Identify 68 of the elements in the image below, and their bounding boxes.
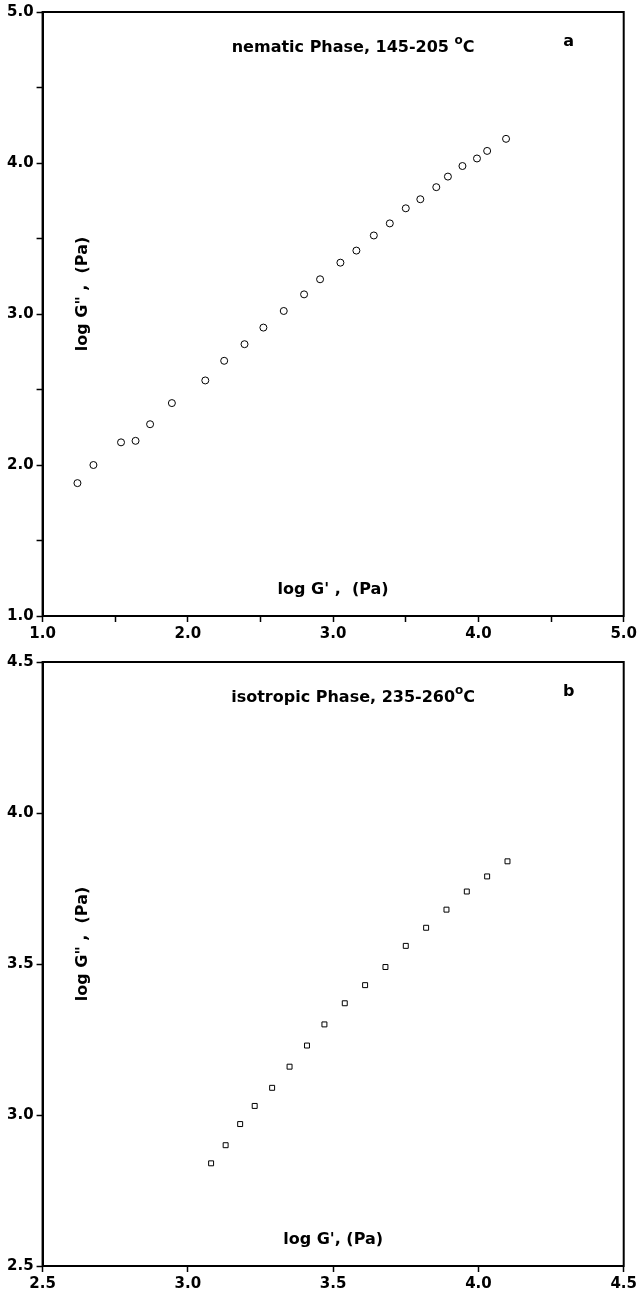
x-tick-label: 3.5: [319, 1273, 347, 1292]
point: [443, 906, 450, 913]
x-tick-label: 4.0: [465, 1273, 492, 1292]
point: [432, 183, 441, 192]
point: [463, 888, 470, 895]
x-tick-label: 3.0: [319, 623, 347, 642]
point: [443, 172, 452, 181]
point: [402, 942, 409, 949]
point: [259, 323, 268, 332]
point: [352, 246, 361, 255]
x-tick-label: 5.0: [610, 623, 637, 642]
point: [321, 1021, 328, 1028]
x-tick-label: 4.0: [465, 623, 492, 642]
point: [401, 204, 410, 213]
point: [504, 858, 511, 865]
y-tick-label: 3.5: [6, 953, 34, 972]
x-axis-title: log G' , (Pa): [277, 579, 389, 599]
y-tick-label: 4.0: [6, 802, 34, 821]
point: [251, 1102, 258, 1109]
point: [483, 146, 492, 155]
y-tick-label: 4.5: [6, 651, 34, 670]
point: [385, 219, 394, 228]
y-tick-label: 3.0: [6, 303, 34, 322]
point: [484, 873, 491, 880]
y-tick-label: 2.0: [6, 454, 34, 473]
point: [117, 438, 126, 447]
point: [458, 162, 467, 171]
point: [341, 1000, 348, 1007]
point: [237, 1121, 244, 1128]
point: [423, 924, 430, 931]
x-tick-label: 2.0: [174, 623, 202, 642]
point: [73, 479, 82, 488]
y-tick-label: 5.0: [6, 1, 34, 20]
point: [472, 154, 481, 163]
y-tick-label: 4.0: [6, 152, 34, 171]
y-axis-title: log G" , (Pa): [71, 886, 91, 1002]
point: [208, 1160, 215, 1167]
annotation: a: [563, 31, 575, 51]
point: [369, 231, 378, 240]
x-axis-title: log G', (Pa): [283, 1229, 384, 1249]
point: [167, 399, 176, 408]
point: [362, 982, 369, 989]
point: [89, 461, 98, 469]
point: [220, 356, 229, 365]
x-tick-label: 3.0: [174, 1273, 202, 1292]
point: [416, 195, 425, 204]
y-tick-label: 3.0: [6, 1104, 34, 1123]
point: [502, 134, 511, 143]
point: [286, 1063, 293, 1070]
annotation: b: [562, 681, 575, 701]
point: [146, 420, 155, 429]
point: [304, 1042, 310, 1049]
point: [240, 340, 249, 349]
point: [131, 436, 140, 445]
point: [382, 964, 389, 970]
point: [316, 275, 325, 284]
x-tick-label: 2.5: [29, 1273, 56, 1292]
y-tick-label: 2.5: [6, 1255, 34, 1274]
point: [279, 306, 288, 315]
x-tick-label: 1.0: [29, 623, 56, 642]
point: [269, 1084, 276, 1091]
y-tick-label: 1.0: [6, 605, 34, 624]
x-tick-label: 4.5: [610, 1273, 637, 1292]
point: [222, 1142, 229, 1149]
point: [201, 376, 210, 385]
point: [300, 290, 309, 299]
y-axis-title: log G" , (Pa): [71, 236, 91, 352]
point: [336, 258, 345, 267]
